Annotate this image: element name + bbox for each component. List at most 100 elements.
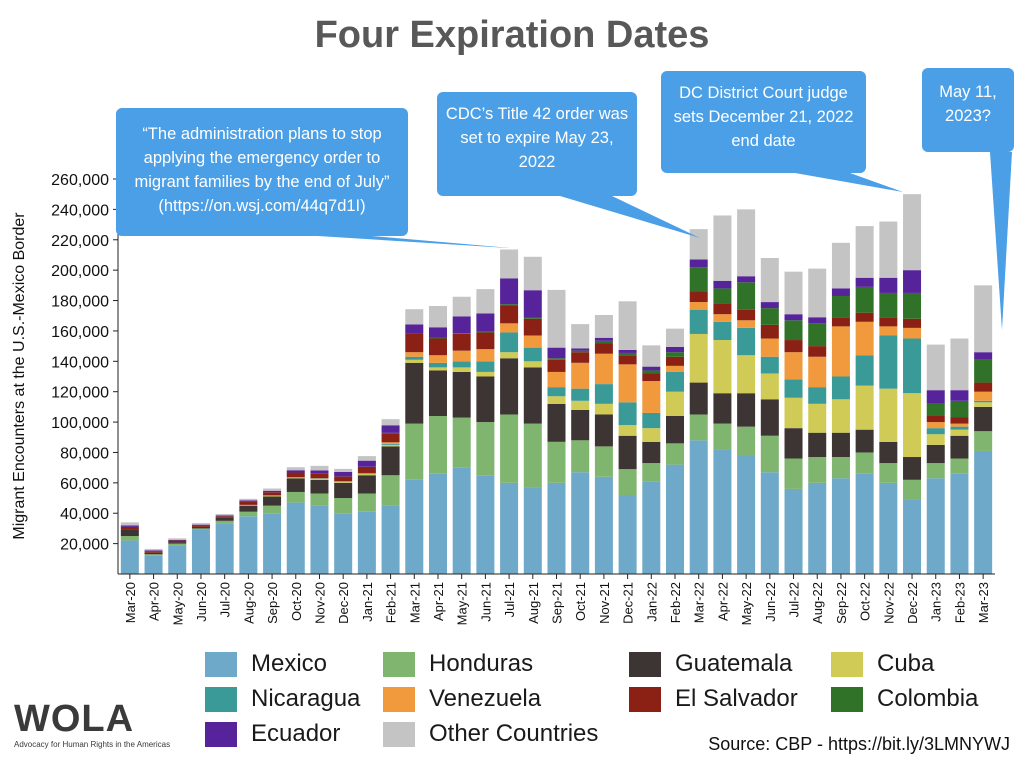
bar-ecuador-may-22: [737, 276, 756, 283]
bar-el-salvador-nov-21: [594, 343, 613, 354]
y-tick-label: 80,000: [60, 445, 109, 462]
bar-el-salvador-dec-22: [903, 318, 922, 328]
bar-nicaragua-mar-23: [974, 400, 993, 403]
x-tick-label: Jan-21: [360, 582, 375, 622]
x-tick-label: Dec-22: [905, 582, 920, 624]
legend-swatch: [205, 651, 237, 677]
bar-nicaragua-nov-21: [594, 384, 613, 404]
bar-honduras-sep-21: [547, 441, 566, 483]
y-tick-label: 180,000: [51, 294, 109, 311]
bar-el-salvador-jan-23: [926, 416, 945, 423]
x-tick-label: Apr-20: [147, 582, 162, 621]
bar-nicaragua-oct-22: [855, 355, 874, 386]
bar-el-salvador-may-22: [737, 309, 756, 321]
bar-mexico-apr-21: [428, 473, 447, 574]
bar-colombia-sep-22: [831, 295, 850, 318]
bar-guatemala-may-22: [737, 393, 756, 427]
bar-guatemala-feb-21: [381, 446, 400, 476]
bar-guatemala-jan-23: [926, 444, 945, 464]
legend-label: Mexico: [251, 650, 328, 677]
callout-cdc-title42: CDC’s Title 42 order was set to expire M…: [437, 92, 637, 196]
bar-mexico-apr-20: [144, 555, 163, 574]
bar-other-countries-jan-21: [357, 456, 376, 461]
bar-colombia-mar-23: [974, 359, 993, 383]
bar-colombia-feb-23: [950, 400, 969, 418]
bar-guatemala-oct-22: [855, 429, 874, 453]
x-tick-label: Mar-20: [123, 582, 138, 623]
bar-honduras-nov-20: [310, 493, 329, 506]
callout-dc-court: DC District Court judge sets December 21…: [661, 71, 866, 173]
bar-el-salvador-jan-22: [642, 373, 661, 382]
bar-nicaragua-dec-22: [903, 338, 922, 394]
bar-nicaragua-feb-21: [381, 443, 400, 445]
bar-honduras-jun-21: [476, 422, 495, 476]
bar-other-countries-aug-22: [808, 268, 827, 318]
bar-honduras-apr-21: [428, 416, 447, 474]
bar-guatemala-dec-22: [903, 457, 922, 480]
bar-el-salvador-aug-22: [808, 346, 827, 357]
legend-label: Venezuela: [429, 685, 542, 712]
bar-el-salvador-apr-22: [713, 303, 732, 315]
y-tick-label: 40,000: [60, 506, 109, 523]
page-title: Four Expiration Dates: [314, 14, 710, 56]
bar-el-salvador-dec-21: [618, 355, 637, 365]
bar-nicaragua-jun-21: [476, 361, 495, 372]
bar-colombia-apr-21: [428, 337, 447, 339]
bar-venezuela-mar-23: [974, 391, 993, 401]
bar-colombia-dec-22: [903, 292, 922, 319]
bar-venezuela-jul-21: [500, 323, 519, 333]
bar-cuba-feb-21: [381, 444, 400, 447]
bar-mexico-sep-21: [547, 482, 566, 574]
bar-el-salvador-sep-20: [263, 492, 282, 496]
bar-mexico-jul-22: [784, 488, 803, 574]
y-tick-label: 260,000: [51, 172, 109, 189]
bar-ecuador-jul-22: [784, 314, 803, 321]
x-tick-label: Jul-21: [502, 582, 517, 617]
bar-venezuela-aug-21: [523, 335, 542, 348]
bar-colombia-apr-22: [713, 288, 732, 304]
bar-mexico-nov-22: [879, 482, 898, 574]
bar-colombia-jul-22: [784, 320, 803, 341]
bar-ecuador-sep-21: [547, 347, 566, 359]
callout-admin-plans: “The administration plans to stop applyi…: [116, 108, 408, 236]
bar-el-salvador-mar-23: [974, 382, 993, 392]
bar-honduras-jul-21: [500, 414, 519, 483]
bar-nicaragua-dec-21: [618, 402, 637, 426]
bar-ecuador-oct-20: [286, 470, 305, 473]
y-tick-label: 60,000: [60, 476, 109, 493]
logo-wordmark: WOLA: [14, 698, 135, 740]
y-axis-label: Migrant Encounters at the U.S.-Mexico Bo…: [11, 212, 28, 540]
bar-cuba-dec-21: [618, 425, 637, 436]
bar-nicaragua-mar-21: [405, 356, 424, 360]
bar-el-salvador-jul-22: [784, 340, 803, 353]
legend-swatch: [831, 651, 863, 677]
bar-venezuela-feb-22: [666, 365, 685, 372]
bar-guatemala-feb-22: [666, 416, 685, 444]
x-tick-label: Apr-22: [715, 582, 730, 621]
bar-guatemala-nov-20: [310, 479, 329, 494]
bar-mexico-jan-21: [357, 511, 376, 574]
bar-ecuador-jul-21: [500, 278, 519, 305]
bar-el-salvador-jul-20: [215, 516, 234, 518]
bar-nicaragua-apr-22: [713, 321, 732, 341]
legend-swatch: [629, 686, 661, 712]
x-tick-label: May-21: [455, 582, 470, 625]
bar-guatemala-dec-20: [334, 482, 353, 499]
bar-ecuador-jun-21: [476, 313, 495, 332]
bar-colombia-nov-21: [594, 340, 613, 344]
bar-cuba-mar-21: [405, 359, 424, 363]
bar-mexico-sep-20: [263, 513, 282, 574]
legend-item-el-salvador: El Salvador: [629, 685, 798, 713]
bar-el-salvador-nov-20: [310, 473, 329, 479]
bar-mexico-sep-22: [831, 478, 850, 574]
bar-honduras-may-22: [737, 426, 756, 456]
bar-cuba-sep-20: [263, 495, 282, 497]
stacked-bar-chart: 20,000 40,000 60,000 80,000 100,000 120,000 14…: [11, 152, 1012, 625]
bar-ecuador-feb-21: [381, 425, 400, 433]
bar-other-countries-mar-22: [689, 229, 708, 260]
x-tick-label: Feb-22: [668, 582, 683, 623]
bar-cuba-nov-22: [879, 388, 898, 442]
bar-mexico-oct-21: [571, 472, 590, 574]
legend-label: Guatemala: [675, 650, 793, 677]
bar-colombia-aug-22: [808, 323, 827, 347]
